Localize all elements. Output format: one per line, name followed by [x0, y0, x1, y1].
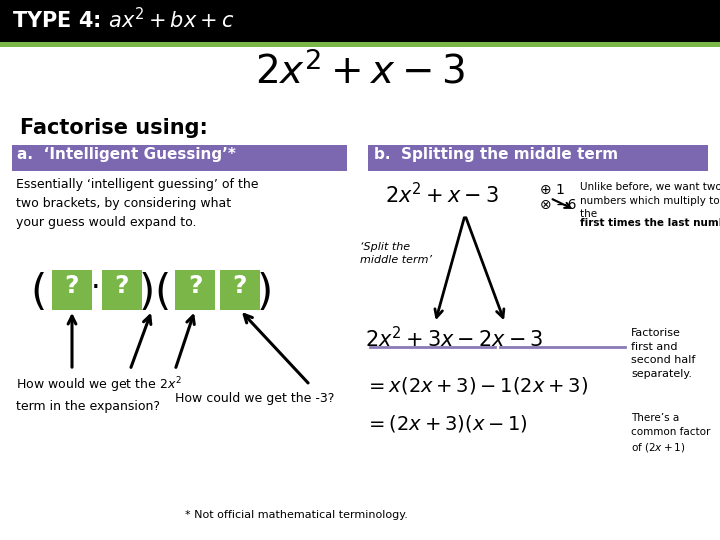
Text: Essentially ‘intelligent guessing’ of the
two brackets, by considering what
your: Essentially ‘intelligent guessing’ of th… [16, 178, 258, 229]
Text: $2x^2 + x - 3$: $2x^2 + x - 3$ [255, 52, 465, 92]
Text: $2x^2 + 3x - 2x - 3$: $2x^2 + 3x - 2x - 3$ [365, 326, 544, 351]
Text: ): ) [257, 272, 273, 314]
FancyBboxPatch shape [0, 0, 720, 42]
Text: ?: ? [114, 274, 130, 298]
Text: (: ( [155, 272, 171, 314]
Text: Unlike before, we want two
numbers which multiply to give
the: Unlike before, we want two numbers which… [580, 182, 720, 219]
Text: b.  Splitting the middle term: b. Splitting the middle term [374, 147, 618, 162]
Text: Factorise
first and
second half
separately.: Factorise first and second half separate… [631, 328, 696, 379]
FancyBboxPatch shape [12, 145, 347, 171]
Text: ·: · [91, 274, 101, 303]
Text: a.  ‘Intelligent Guessing’*: a. ‘Intelligent Guessing’* [17, 147, 236, 162]
Text: ‘Split the
middle term’: ‘Split the middle term’ [360, 242, 432, 265]
Text: (: ( [30, 272, 46, 314]
FancyBboxPatch shape [102, 270, 142, 310]
Text: TYPE 4: $ax^2 + bx + c$: TYPE 4: $ax^2 + bx + c$ [12, 7, 235, 32]
Text: ): ) [139, 272, 155, 314]
Text: ?: ? [188, 274, 202, 298]
Text: How would we get the $2x^2$
term in the expansion?: How would we get the $2x^2$ term in the … [16, 375, 182, 413]
Text: $= (2x + 3)(x - 1)$: $= (2x + 3)(x - 1)$ [365, 413, 528, 434]
Text: $= x(2x + 3) - 1(2x + 3)$: $= x(2x + 3) - 1(2x + 3)$ [365, 375, 588, 396]
Text: * Not official mathematical terminology.: * Not official mathematical terminology. [185, 510, 408, 520]
Text: .: . [697, 218, 701, 228]
Text: ⊕ 1: ⊕ 1 [540, 183, 565, 197]
Text: ?: ? [233, 274, 247, 298]
Text: How could we get the -3?: How could we get the -3? [175, 392, 334, 405]
Text: ?: ? [65, 274, 79, 298]
Text: first times the last number: first times the last number [580, 218, 720, 228]
FancyBboxPatch shape [0, 42, 720, 47]
FancyBboxPatch shape [368, 145, 708, 171]
FancyBboxPatch shape [52, 270, 92, 310]
FancyBboxPatch shape [175, 270, 215, 310]
Text: ⊗ −6: ⊗ −6 [540, 198, 577, 212]
Text: There’s a
common factor
of $(2x + 1)$: There’s a common factor of $(2x + 1)$ [631, 413, 711, 454]
Text: $2x^2 + x - 3$: $2x^2 + x - 3$ [385, 182, 499, 207]
Text: Factorise using:: Factorise using: [20, 118, 208, 138]
FancyBboxPatch shape [220, 270, 260, 310]
